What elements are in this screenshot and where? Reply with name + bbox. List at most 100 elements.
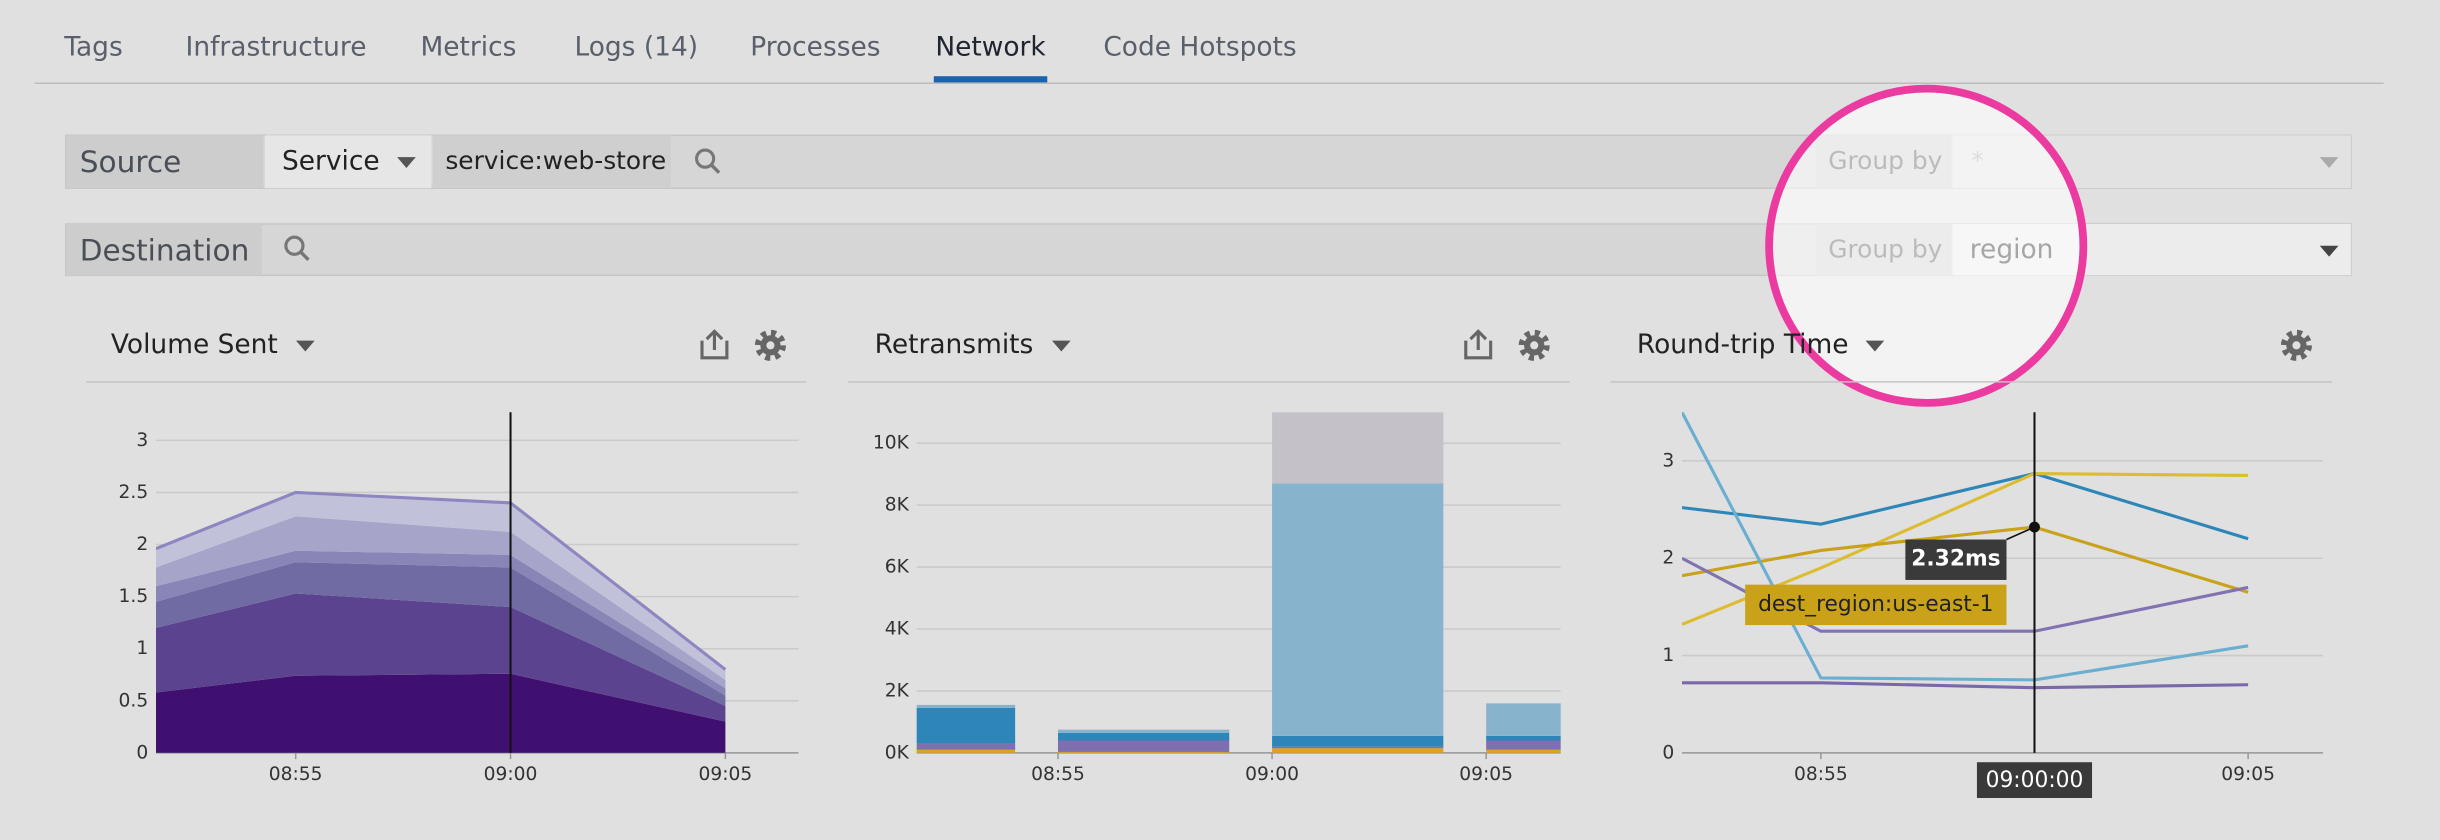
tooltip-value: 2.32ms (1911, 547, 2000, 572)
y-tick-label: 1.5 (119, 586, 149, 607)
line-series (1682, 525, 2249, 594)
caret-icon (2319, 245, 2339, 257)
bar-segment (1272, 735, 1444, 747)
highlight-circle (1765, 84, 2088, 407)
settings-icon[interactable] (754, 329, 787, 361)
y-tick-label: 0K (885, 742, 910, 763)
plot (156, 490, 727, 753)
query-tag: service:web-store (445, 146, 666, 175)
tab[interactable]: Logs (14) (574, 32, 698, 63)
line-series (1682, 412, 2249, 682)
y-tick-label: 3 (1662, 450, 1674, 471)
tab[interactable]: Processes (750, 32, 880, 63)
tab[interactable]: Network (935, 32, 1046, 63)
y-tick-label: 3 (136, 430, 148, 451)
tab[interactable]: Infrastructure (186, 32, 367, 63)
gear-hole (2292, 341, 2301, 350)
bar-segment (1057, 729, 1230, 733)
y-tick-label: 2 (1662, 548, 1674, 569)
share-arrow (1469, 329, 1488, 350)
bar-segment (1486, 749, 1561, 753)
y-tick-label: 8K (885, 495, 910, 516)
caret-icon (296, 340, 315, 352)
chart-title: Volume Sent (111, 329, 278, 360)
area-layer (156, 593, 726, 722)
settings-icon[interactable] (1518, 329, 1550, 361)
area-outline (156, 490, 727, 671)
caret-icon (2319, 157, 2339, 168)
caret-icon (1865, 340, 1885, 352)
area-layer (156, 562, 726, 707)
x-tick-label: 08:55 (1794, 764, 1848, 785)
x-tick-label: 09:00 (1245, 764, 1299, 785)
share-icon[interactable] (700, 329, 729, 360)
share-arrow (705, 329, 724, 350)
gear-teeth (2280, 329, 2312, 361)
tab[interactable]: Code Hotspots (1103, 32, 1296, 63)
bar-segment (1486, 735, 1561, 741)
x-tick-label: 09:00 (484, 764, 538, 785)
gear-teeth (754, 329, 787, 361)
type-value: Service (282, 145, 380, 176)
cursor-time-box (1976, 762, 2093, 798)
y-tick-label: 2 (136, 534, 148, 555)
source-label: Source (80, 145, 181, 179)
bar-segment (916, 707, 1016, 744)
tooltip-series-box (1745, 584, 2007, 626)
destination-label: Destination (80, 234, 250, 268)
caret-icon (397, 157, 416, 168)
y-tick-label: 10K (873, 433, 910, 454)
area-layer (156, 492, 726, 680)
y-tick-label: 0 (1662, 742, 1674, 763)
area-layer (156, 516, 726, 689)
y-tick-label: 2.5 (119, 482, 149, 503)
area-layer (156, 673, 726, 753)
tab[interactable]: Tags (63, 32, 123, 63)
hover-point (2029, 521, 2040, 533)
y-tick-label: 4K (885, 619, 910, 640)
bar-segment (1486, 703, 1561, 736)
search-icon (695, 148, 716, 169)
gear-hole (1530, 341, 1539, 350)
caret-icon (1052, 340, 1071, 352)
gear-teeth (1518, 329, 1550, 361)
cursor-time: 09:00:00 (1986, 768, 2084, 793)
x-tick-label: 08:55 (1031, 764, 1085, 785)
area-layer (156, 550, 726, 696)
bar-segment (1057, 732, 1230, 741)
bar-segment (916, 749, 1016, 753)
bar-segment (1057, 740, 1230, 752)
x-tick-label: 09:05 (2221, 764, 2275, 785)
x-tick-label: 09:05 (699, 764, 753, 785)
share-box (1464, 340, 1493, 360)
y-tick-label: 0 (136, 742, 148, 763)
y-tick-label: 2K (885, 680, 910, 701)
search-icon-handle (299, 250, 310, 261)
bar-segment (1272, 748, 1444, 753)
x-tick-label: 08:55 (269, 764, 323, 785)
tooltip-value-box (1905, 539, 2007, 580)
share-box (700, 340, 729, 360)
y-tick-label: 0.5 (119, 690, 149, 711)
search-icon-handle (710, 163, 721, 174)
destination-label-box (65, 224, 262, 276)
chart-title: Round-trip Time (1637, 329, 1849, 360)
source-label-box (65, 135, 264, 189)
share-icon[interactable] (1464, 329, 1493, 360)
search-icon (284, 235, 305, 256)
settings-icon[interactable] (2280, 329, 2312, 361)
y-tick-label: 6K (885, 557, 910, 578)
y-tick-label: 1 (136, 638, 148, 659)
tooltip-series-name: dest_region:us-east-1 (1758, 592, 1993, 617)
bar-segment (1486, 740, 1561, 750)
query-tag-box (432, 135, 671, 189)
x-tick-label: 09:05 (1459, 764, 1513, 785)
chart-title: Retransmits (875, 329, 1034, 360)
plot (916, 412, 1561, 753)
line-series (1682, 681, 2249, 690)
gear-hole (766, 341, 775, 350)
bar-segment (916, 743, 1016, 750)
tab[interactable]: Metrics (420, 32, 516, 63)
bar-segment (1272, 483, 1444, 736)
